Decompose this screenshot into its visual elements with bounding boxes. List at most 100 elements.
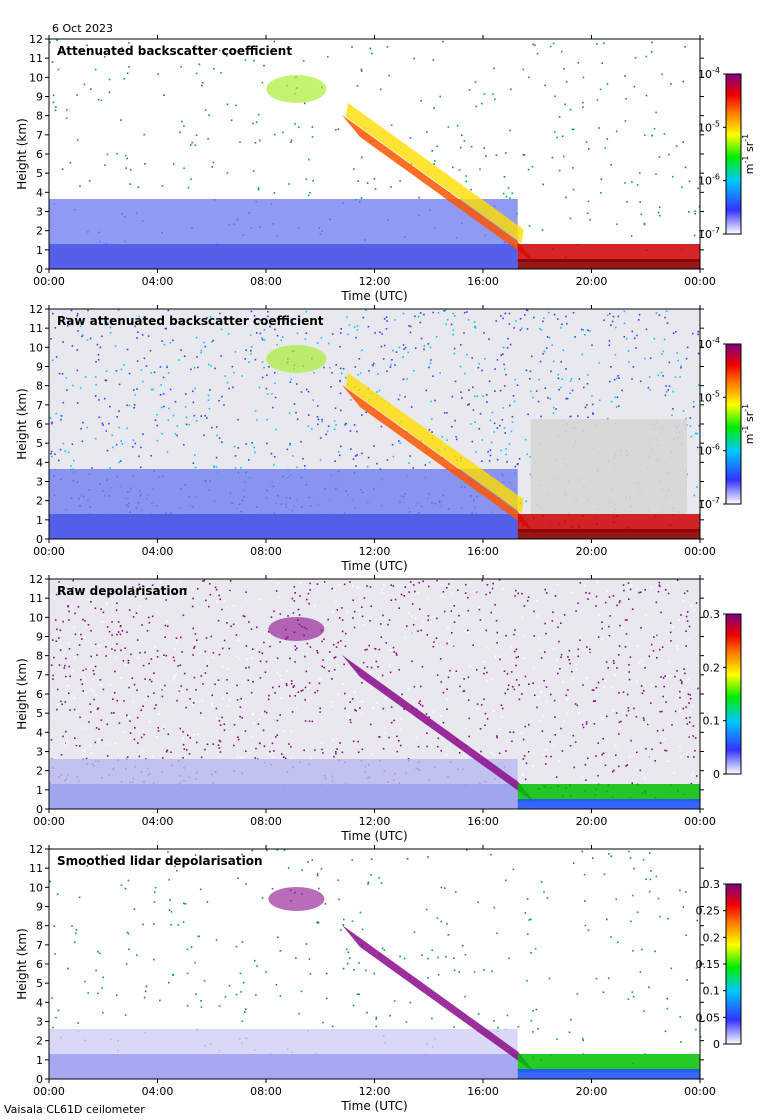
y-tick-label: 12 xyxy=(29,33,43,46)
heatmap-field xyxy=(49,39,701,269)
y-tick-label: 0 xyxy=(36,263,43,276)
panel-title: Smoothed lidar depolarisation xyxy=(57,854,263,868)
x-tick-label: 00:00 xyxy=(684,275,716,288)
x-tick-label: 20:00 xyxy=(576,815,608,828)
y-tick-label: 7 xyxy=(36,669,43,682)
y-tick-label: 12 xyxy=(29,303,43,316)
y-tick-label: 8 xyxy=(36,920,43,933)
colorbar xyxy=(725,343,742,505)
colorbar-units: m-1 sr-1 xyxy=(741,404,756,444)
y-tick-label: 3 xyxy=(36,206,43,219)
x-tick-label: 08:00 xyxy=(250,1085,282,1098)
colorbar xyxy=(725,73,742,235)
y-tick-label: 5 xyxy=(36,167,43,180)
x-tick-label: 08:00 xyxy=(250,545,282,558)
heatmap-field xyxy=(49,309,702,539)
x-tick-label: 00:00 xyxy=(684,815,716,828)
panel-title: Attenuated backscatter coefficient xyxy=(57,44,292,58)
colorbar xyxy=(725,613,742,775)
colorbar-tick-label: 0.15 xyxy=(696,958,721,971)
y-tick-label: 5 xyxy=(36,977,43,990)
heatmap-field xyxy=(49,579,702,809)
colorbar-tick-label: 0.2 xyxy=(703,661,721,674)
x-tick-label: 00:00 xyxy=(33,815,65,828)
y-tick-label: 10 xyxy=(29,611,43,624)
colorbar-tick-label: 10-6 xyxy=(698,443,720,458)
x-tick-label: 04:00 xyxy=(142,815,174,828)
colorbar-tick-label: 10-4 xyxy=(698,336,720,351)
colorbar-units: m-1 sr-1 xyxy=(741,134,756,174)
y-tick-label: 8 xyxy=(36,380,43,393)
x-tick-label: 20:00 xyxy=(576,545,608,558)
y-tick-label: 1 xyxy=(36,514,43,527)
y-tick-label: 0 xyxy=(36,803,43,816)
y-tick-label: 2 xyxy=(36,765,43,778)
colorbar-tick-label: 10-7 xyxy=(698,496,720,511)
x-tick-label: 00:00 xyxy=(684,545,716,558)
colorbar-tick-label: 0.3 xyxy=(703,878,721,891)
x-tick-label: 04:00 xyxy=(142,275,174,288)
y-tick-label: 3 xyxy=(36,746,43,759)
y-tick-label: 6 xyxy=(36,418,43,431)
panel-title: Raw attenuated backscatter coefficient xyxy=(57,314,324,328)
y-tick-label: 4 xyxy=(36,456,43,469)
colorbar-tick-label: 10-5 xyxy=(698,389,720,404)
x-axis-label: Time (UTC) xyxy=(340,829,407,843)
y-tick-label: 7 xyxy=(36,129,43,142)
x-tick-label: 00:00 xyxy=(33,275,65,288)
colorbar xyxy=(725,883,742,1045)
x-tick-label: 00:00 xyxy=(684,1085,716,1098)
y-tick-label: 12 xyxy=(29,843,43,856)
y-tick-label: 0 xyxy=(36,1073,43,1086)
y-tick-label: 10 xyxy=(29,71,43,84)
x-tick-label: 08:00 xyxy=(250,815,282,828)
y-tick-label: 10 xyxy=(29,341,43,354)
y-tick-label: 2 xyxy=(36,1035,43,1048)
footer-label: Vaisala CL61D ceilometer xyxy=(4,1103,145,1116)
x-axis-label: Time (UTC) xyxy=(340,289,407,303)
x-tick-label: 00:00 xyxy=(33,1085,65,1098)
y-tick-label: 11 xyxy=(29,52,43,65)
x-tick-label: 12:00 xyxy=(359,545,391,558)
y-axis-label: Height (km) xyxy=(15,658,29,729)
y-axis-label: Height (km) xyxy=(15,928,29,999)
colorbar-tick-label: 10-4 xyxy=(698,66,720,81)
y-tick-label: 6 xyxy=(36,958,43,971)
y-tick-label: 6 xyxy=(36,148,43,161)
y-tick-label: 0 xyxy=(36,533,43,546)
colorbar-tick-label: 0.25 xyxy=(696,905,721,918)
y-tick-label: 9 xyxy=(36,91,43,104)
colorbar-tick-label: 10-6 xyxy=(698,173,720,188)
y-tick-label: 2 xyxy=(36,495,43,508)
colorbar-tick-label: 0 xyxy=(713,768,720,781)
y-tick-label: 4 xyxy=(36,726,43,739)
y-axis-label: Height (km) xyxy=(15,388,29,459)
y-tick-label: 3 xyxy=(36,476,43,489)
panel-title: Raw depolarisation xyxy=(57,584,187,598)
colorbar-tick-label: 0.1 xyxy=(703,715,721,728)
x-axis-label: Time (UTC) xyxy=(340,1099,407,1113)
y-tick-label: 11 xyxy=(29,862,43,875)
y-tick-label: 8 xyxy=(36,110,43,123)
y-tick-label: 1 xyxy=(36,244,43,257)
y-tick-label: 8 xyxy=(36,650,43,663)
colorbar-tick-label: 0.2 xyxy=(703,931,721,944)
x-tick-label: 20:00 xyxy=(576,1085,608,1098)
y-tick-label: 4 xyxy=(36,186,43,199)
y-tick-label: 1 xyxy=(36,1054,43,1067)
x-tick-label: 16:00 xyxy=(467,275,499,288)
colorbar-tick-label: 0.3 xyxy=(703,608,721,621)
y-tick-label: 4 xyxy=(36,996,43,1009)
x-tick-label: 20:00 xyxy=(576,275,608,288)
date-label: 6 Oct 2023 xyxy=(52,22,113,35)
x-tick-label: 16:00 xyxy=(467,815,499,828)
x-tick-label: 12:00 xyxy=(359,815,391,828)
x-tick-label: 16:00 xyxy=(467,1085,499,1098)
y-tick-label: 11 xyxy=(29,592,43,605)
colorbar-tick-label: 10-5 xyxy=(698,119,720,134)
y-tick-label: 7 xyxy=(36,399,43,412)
colorbar-tick-label: 0.05 xyxy=(696,1011,721,1024)
